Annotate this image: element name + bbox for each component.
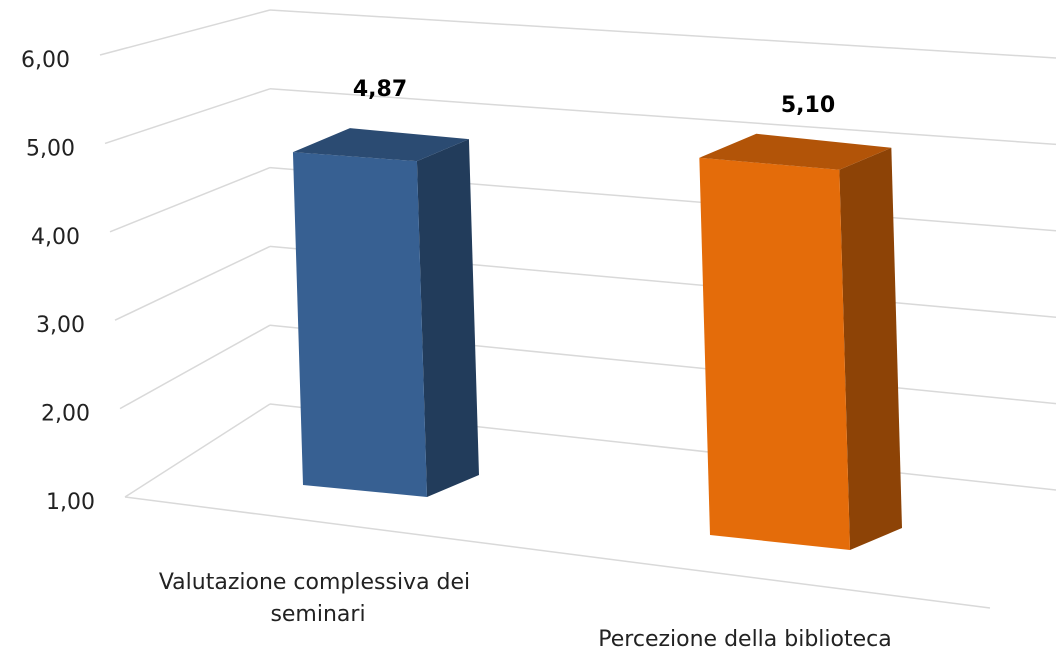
y-tick-label: 4,00	[31, 225, 80, 250]
y-tick-label: 6,00	[21, 48, 70, 73]
grid-line	[109, 166, 271, 233]
grid-line	[114, 245, 271, 321]
x-tick-label: Valutazione complessiva dei seminari	[159, 570, 477, 627]
value-label: 4,87	[353, 77, 407, 102]
y-tick-label: 3,00	[36, 313, 85, 338]
bar-front	[292, 152, 427, 497]
value-label: 5,10	[781, 93, 835, 118]
grid-line	[124, 403, 271, 498]
y-tick-label: 5,00	[26, 136, 75, 161]
x-tick-label: Percezione della biblioteca	[598, 627, 891, 652]
bar-front	[699, 157, 850, 551]
bar-side	[839, 147, 902, 551]
grid-line	[99, 9, 271, 56]
y-tick-label: 1,00	[46, 490, 95, 515]
bar-top	[292, 128, 469, 162]
y-tick-label: 2,00	[41, 402, 90, 427]
grid-line	[119, 324, 271, 410]
grid-line	[269, 9, 1056, 59]
grid-line	[104, 88, 271, 145]
floor-edge	[124, 496, 991, 609]
grid-line	[269, 88, 1056, 146]
bar-side	[416, 139, 479, 497]
bar-top	[699, 133, 892, 170]
